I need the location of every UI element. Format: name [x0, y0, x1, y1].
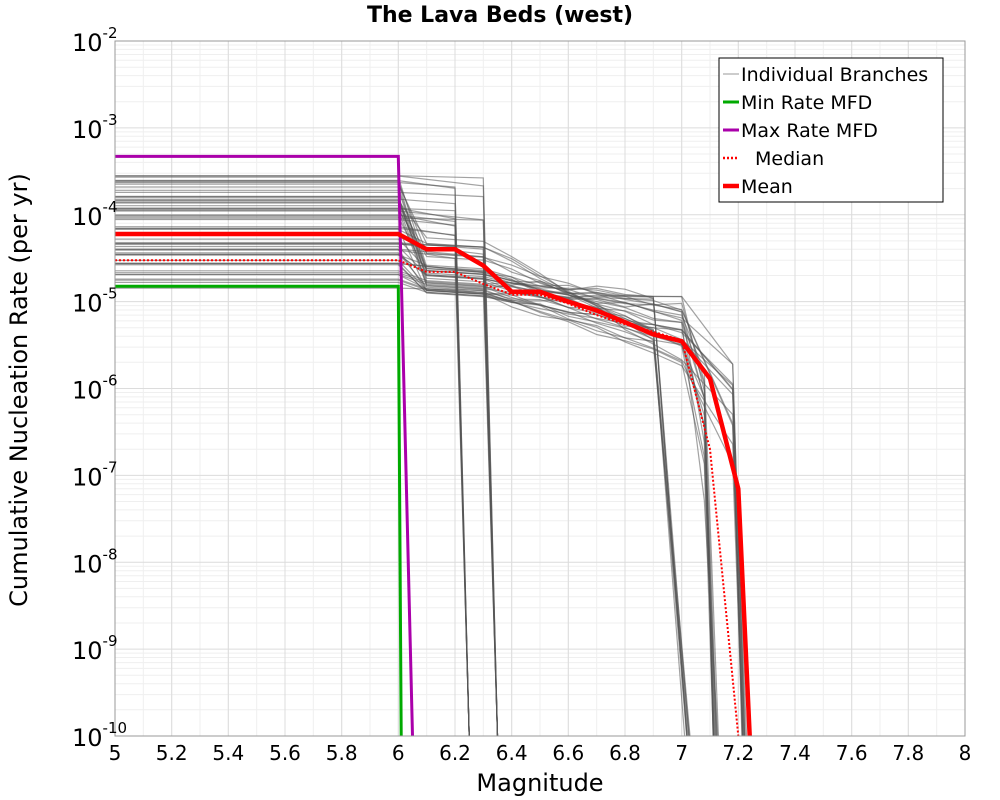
- x-tick-label: 5.8: [326, 741, 358, 765]
- branch-line: [115, 248, 688, 737]
- branch-line: [115, 196, 748, 737]
- y-tick-label: 10-6: [72, 372, 118, 405]
- series-max-rate-mfd: [115, 154, 414, 737]
- branch-line: [115, 263, 715, 737]
- x-tick-label: 6.6: [552, 741, 584, 765]
- legend-label: Mean: [741, 176, 793, 198]
- legend-box: [718, 57, 944, 203]
- y-tick-label: 10-5: [72, 285, 118, 318]
- x-tick-label: 5.4: [212, 741, 244, 765]
- series-mean: [115, 231, 752, 737]
- x-tick-label: 6: [392, 741, 405, 765]
- x-tick-label: 6.8: [609, 741, 641, 765]
- branch-line: [115, 208, 691, 737]
- x-tick-label: 5.6: [269, 741, 301, 765]
- branch-line: [115, 238, 715, 737]
- branch-line: [115, 249, 470, 737]
- branch-line: [115, 262, 499, 737]
- branch-line: [115, 227, 470, 737]
- branch-line: [115, 272, 690, 737]
- y-tick-label: 10-7: [72, 458, 118, 491]
- branch-line: [115, 226, 470, 737]
- x-tick-label: 6.2: [439, 741, 471, 765]
- branch-line: [115, 274, 689, 737]
- x-tick-label: 7.2: [722, 741, 754, 765]
- branch-line: [115, 189, 744, 737]
- x-tick-label: 8: [959, 741, 972, 765]
- branch-line: [115, 195, 746, 737]
- y-tick-labels: 10-2 10-3 10-4 10-5 10-6 10-7 10-8 10-9 10-10: [72, 24, 127, 752]
- x-tick-label: 7.8: [892, 741, 924, 765]
- branch-line: [115, 279, 744, 737]
- y-tick-label: 10-4: [72, 198, 118, 231]
- branch-line: [115, 175, 499, 737]
- legend-label: Median: [755, 148, 824, 170]
- branch-line: [115, 259, 718, 737]
- x-tick-label: 6.4: [496, 741, 528, 765]
- y-tick-label: 10-9: [72, 632, 118, 665]
- x-tick-label: 5.2: [156, 741, 188, 765]
- y-axis-label: Cumulative Nucleation Rate (per yr): [5, 173, 33, 607]
- y-tick-label: 10-8: [72, 545, 118, 578]
- x-tick-label: 7.4: [779, 741, 811, 765]
- plot-frame: [114, 40, 966, 737]
- x-tick-label: 7: [675, 741, 688, 765]
- branch-line: [115, 227, 714, 737]
- chart-title: The Lava Beds (west): [367, 3, 633, 28]
- series-lines: [115, 154, 752, 737]
- legend-label: Individual Branches: [741, 64, 928, 86]
- legend-label: Min Rate MFD: [741, 92, 872, 114]
- branch-line: [115, 218, 470, 737]
- y-tick-label: 10-3: [72, 111, 118, 144]
- series-min-rate-mfd: [115, 284, 403, 737]
- legend: Individual Branches Min Rate MFD Max Rate …: [718, 57, 944, 203]
- x-axis-label: Magnitude: [476, 769, 603, 797]
- y-tick-label: 10-2: [72, 24, 118, 57]
- branch-line: [115, 217, 499, 737]
- legend-label: Max Rate MFD: [741, 120, 878, 142]
- branch-line: [115, 263, 499, 737]
- x-tick-labels: 5 5.2 5.4 5.6 5.8 6 6.2 6.4 6.6 6.8 7 7.2 7.4 7.6 7.8 8: [109, 741, 972, 765]
- y-tick-label: 10-10: [72, 719, 127, 752]
- branch-line: [115, 254, 690, 737]
- x-tick-label: 5: [109, 741, 122, 765]
- x-tick-label: 7.6: [836, 741, 868, 765]
- branch-line: [115, 278, 717, 737]
